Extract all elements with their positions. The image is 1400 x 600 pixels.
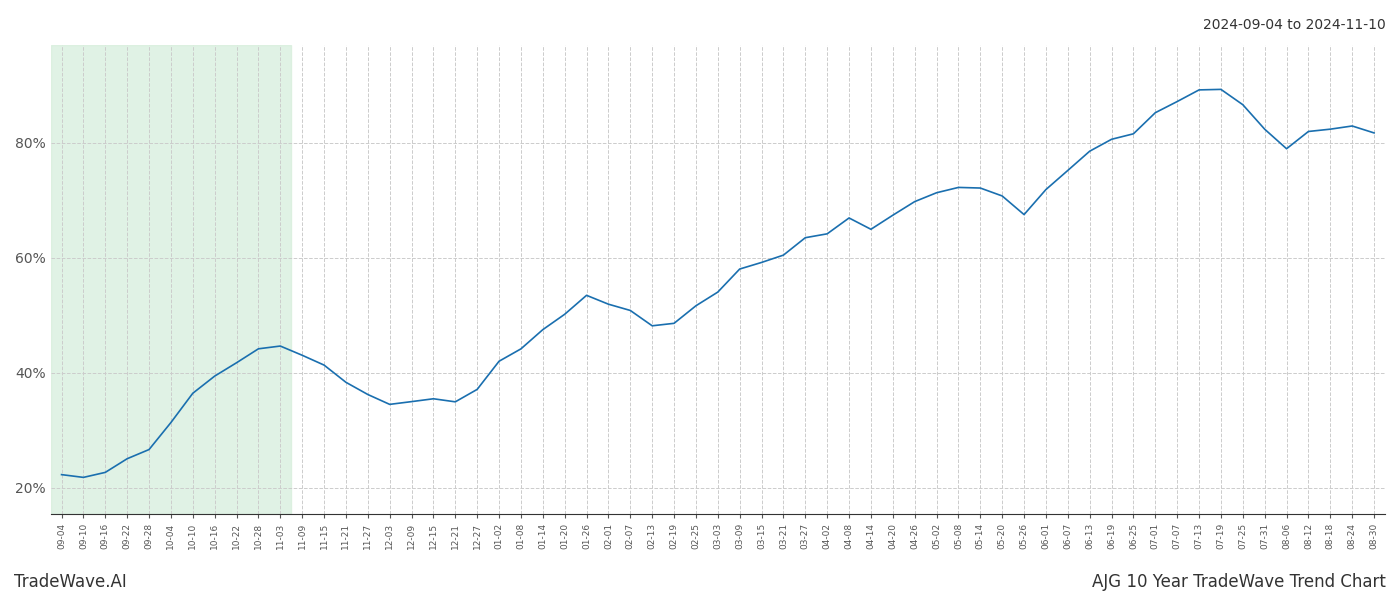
Bar: [50, 45, 291, 514]
Text: TradeWave.AI: TradeWave.AI: [14, 573, 127, 591]
Text: AJG 10 Year TradeWave Trend Chart: AJG 10 Year TradeWave Trend Chart: [1092, 573, 1386, 591]
Text: 2024-09-04 to 2024-11-10: 2024-09-04 to 2024-11-10: [1203, 18, 1386, 32]
